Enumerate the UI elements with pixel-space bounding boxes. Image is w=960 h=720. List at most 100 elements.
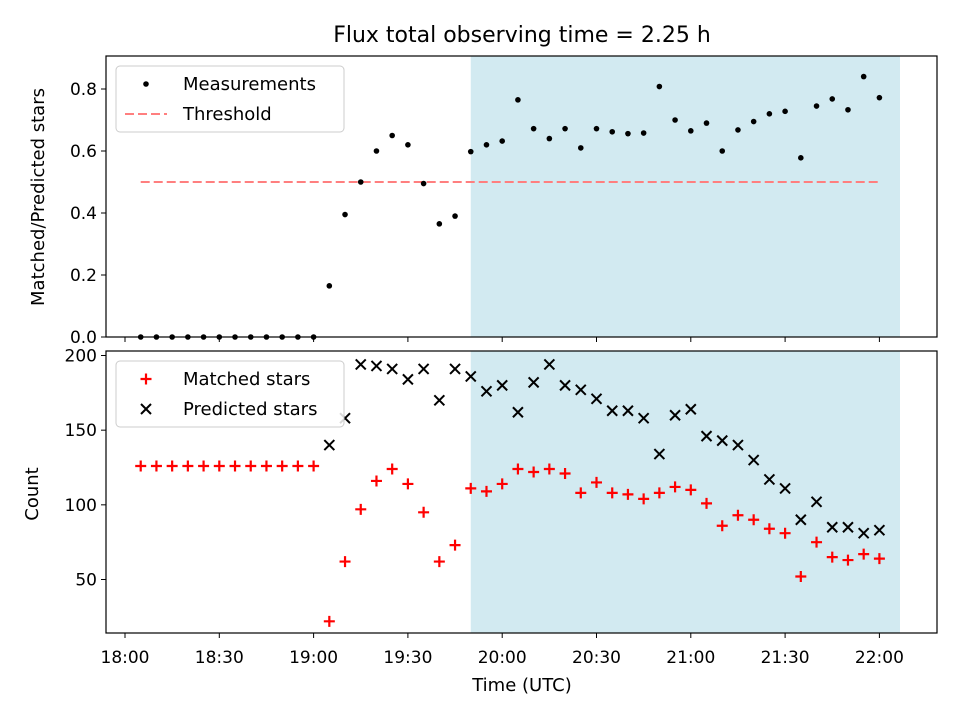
measurement-point — [483, 142, 490, 148]
measurement-point — [750, 118, 757, 125]
bottom-panel-marks — [135, 358, 886, 627]
axes: 0.0 0.2 0.4 0.6 0.8 50 100 150 200 18:00 18:30 19:0… — [65, 55, 938, 668]
matched-star-point — [653, 487, 665, 499]
measurement-point — [546, 135, 553, 142]
matched-star-point — [873, 553, 885, 565]
chart-title: Flux total observing time = 2.25 h — [333, 23, 711, 48]
measurement-point — [829, 96, 836, 102]
top-y-tick-label: 0.6 — [70, 142, 97, 162]
matched-star-point — [779, 527, 791, 539]
measurement-point — [656, 83, 663, 90]
measurement-point — [499, 138, 506, 144]
matched-star-point — [323, 615, 335, 627]
matched-star-point — [701, 497, 713, 509]
x-tick-label: 18:00 — [101, 648, 150, 668]
legend-measurements-marker — [143, 81, 149, 87]
legend-label: Measurements — [183, 74, 316, 95]
bottom-y-tick-label: 150 — [65, 421, 97, 441]
matched-star-point — [826, 551, 838, 563]
matched-star-point — [276, 460, 288, 472]
predicted-star-point — [512, 406, 524, 418]
predicted-star-point — [810, 496, 823, 508]
matched-star-point — [543, 463, 555, 475]
top-panel-frame — [105, 55, 938, 338]
measurement-point — [342, 211, 348, 218]
predicted-star-point — [622, 405, 634, 417]
predicted-star-point — [716, 434, 728, 447]
x-tick-label: 20:00 — [478, 648, 527, 668]
matched-star-point — [150, 460, 162, 472]
measurement-point — [562, 125, 568, 132]
matched-star-point — [135, 460, 147, 472]
x-tick-label: 21:30 — [761, 648, 810, 668]
predicted-star-point — [700, 430, 713, 442]
top-y-axis-label: Matched/Predicted stars — [28, 88, 49, 306]
matched-star-point — [528, 466, 540, 478]
matched-star-point — [402, 478, 414, 490]
measurement-point — [357, 179, 364, 185]
x-axis-label: Time (UTC) — [471, 675, 572, 696]
matched-star-point — [669, 481, 681, 493]
bottom-shaded-region — [470, 351, 900, 633]
predicted-star-point — [873, 524, 886, 536]
measurement-point — [719, 148, 726, 154]
measurement-point — [813, 103, 820, 109]
x-tick-label: 19:30 — [383, 648, 432, 668]
matched-star-point — [575, 487, 587, 499]
legend-predicted-marker — [140, 403, 152, 415]
top-shaded-region — [470, 56, 900, 337]
measurement-point — [782, 108, 788, 115]
top-y-tick-label: 0.2 — [70, 266, 97, 286]
top-panel-background — [470, 56, 900, 337]
bottom-y-tick-label: 200 — [65, 347, 97, 367]
predicted-star-point — [637, 412, 650, 424]
predicted-star-point — [606, 405, 618, 417]
predicted-star-point — [653, 448, 666, 460]
predicted-star-point — [355, 358, 367, 371]
predicted-star-point — [590, 393, 603, 405]
top-legend: Measurements Threshold — [115, 65, 345, 133]
x-tick-label: 20:30 — [572, 648, 621, 668]
measurement-point — [735, 127, 741, 133]
matched-star-point — [685, 484, 697, 496]
measurement-point — [373, 148, 380, 154]
matched-star-point — [763, 523, 775, 535]
predicted-star-point — [747, 454, 760, 466]
measurement-point — [845, 106, 851, 113]
predicted-star-point — [685, 403, 697, 415]
matched-star-point — [182, 460, 194, 472]
top-y-tick-label: 0.4 — [70, 204, 97, 224]
measurement-point — [798, 155, 804, 161]
matched-star-point — [465, 482, 477, 494]
bottom-y-tick-label: 100 — [65, 496, 97, 516]
bottom-panel-frame — [105, 350, 938, 634]
top-y-tick-label: 0.0 — [70, 328, 97, 348]
predicted-star-point — [465, 370, 477, 383]
matched-star-point — [449, 539, 461, 551]
measurement-point — [577, 145, 584, 151]
measurement-point — [672, 117, 678, 123]
predicted-star-point — [527, 376, 540, 389]
measurement-point — [405, 142, 411, 148]
matched-star-point — [732, 509, 744, 521]
measurement-point — [625, 130, 631, 137]
legend-box — [115, 360, 345, 428]
matched-star-point — [622, 488, 634, 500]
bottom-y-tick-label: 50 — [75, 571, 97, 591]
matched-star-point — [245, 460, 257, 472]
legend-label: Predicted stars — [183, 399, 317, 420]
predicted-star-point — [732, 439, 744, 451]
measurement-point — [326, 283, 333, 289]
predicted-star-point — [402, 373, 414, 386]
matched-star-point — [811, 536, 823, 548]
predicted-star-point — [417, 363, 430, 375]
matched-star-point — [260, 460, 272, 472]
predicted-star-point — [370, 360, 383, 372]
x-tick-label: 22:00 — [855, 648, 904, 668]
matched-star-point — [386, 463, 398, 475]
matched-star-point — [229, 460, 241, 472]
measurement-point — [530, 125, 537, 132]
predicted-star-point — [763, 473, 776, 486]
measurement-point — [640, 130, 647, 136]
measurement-point — [688, 128, 694, 134]
